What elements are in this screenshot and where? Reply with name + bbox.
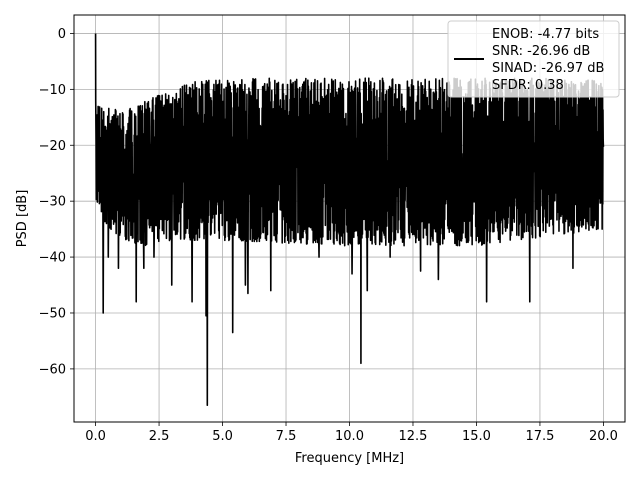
legend-enob: ENOB: -4.77 bits xyxy=(492,27,599,42)
x-tick-label: 20.0 xyxy=(589,429,618,444)
y-tick-label: −30 xyxy=(39,195,66,210)
y-tick-label: −60 xyxy=(39,362,66,377)
y-tick-label: −50 xyxy=(39,306,66,321)
x-tick-label: 0.0 xyxy=(85,429,106,444)
plot-area xyxy=(94,33,605,407)
legend-sinad: SINAD: -26.97 dB xyxy=(492,61,604,76)
x-tick-label: 2.5 xyxy=(149,429,170,444)
legend: ENOB: -4.77 bits SNR: -26.96 dB SINAD: -… xyxy=(447,20,620,98)
x-tick-label: 10.0 xyxy=(335,429,364,444)
x-tick-label: 15.0 xyxy=(462,429,491,444)
x-tick-label: 7.5 xyxy=(276,429,297,444)
legend-snr: SNR: -26.96 dB xyxy=(492,44,590,59)
x-tick-label: 5.0 xyxy=(212,429,233,444)
legend-box xyxy=(447,20,620,98)
x-axis-label: Frequency [MHz] xyxy=(295,451,404,466)
y-tick-label: −10 xyxy=(39,83,66,98)
y-axis-label: PSD [dB] xyxy=(15,190,30,248)
x-tick-label: 12.5 xyxy=(399,429,428,444)
x-axis-ticks: 0.0 2.5 5.0 7.5 10.0 12.5 15.0 17.5 20.0 xyxy=(85,422,618,444)
x-tick-label: 17.5 xyxy=(525,429,554,444)
y-tick-label: 0 xyxy=(58,27,66,42)
y-axis-ticks: 0 −10 −20 −30 −40 −50 −60 xyxy=(39,27,74,377)
psd-series-line xyxy=(94,33,605,407)
legend-sfdr: SFDR: 0.38 xyxy=(492,78,564,93)
y-tick-label: −40 xyxy=(39,251,66,266)
y-tick-label: −20 xyxy=(39,139,66,154)
